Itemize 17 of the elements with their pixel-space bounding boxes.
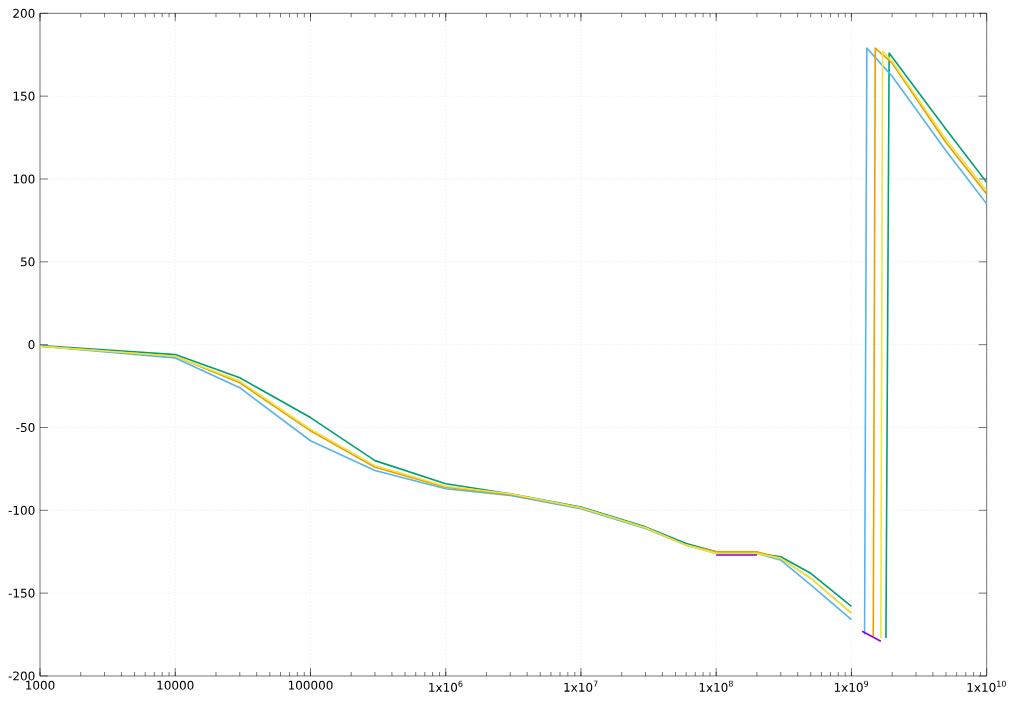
x-tick-label: 1000 xyxy=(26,680,55,690)
x-tick-label: 1x10$^{7}$ xyxy=(564,680,598,692)
y-tick-label: 100 xyxy=(13,174,35,184)
x-tick-label: 1x10$^{10}$ xyxy=(967,680,1006,692)
y-tick-label: 200 xyxy=(13,8,35,18)
x-tick-label: 1x10$^{6}$ xyxy=(429,680,463,692)
y-tick-label: -200 xyxy=(8,671,35,681)
x-tick-label: 1x10$^{9}$ xyxy=(834,680,869,692)
y-tick-label: -50 xyxy=(16,422,35,433)
x-tick-label: 1x10$^{8}$ xyxy=(699,680,733,692)
y-tick-label: 150 xyxy=(13,91,35,101)
x-tick-label: 10000 xyxy=(157,680,194,690)
y-tick-label: 50 xyxy=(20,257,35,267)
y-tick-label: 0 xyxy=(28,340,35,350)
y-tick-label: -150 xyxy=(8,588,35,598)
x-tick-label: 100000 xyxy=(288,680,333,690)
y-tick-label: -100 xyxy=(8,505,35,515)
